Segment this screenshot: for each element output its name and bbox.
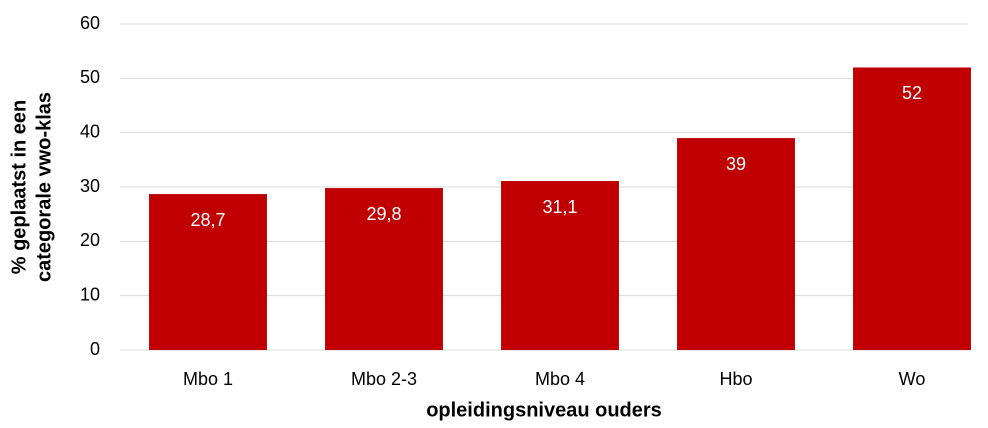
y-tick-label: 50: [80, 67, 100, 87]
x-tick-label: Mbo 1: [183, 369, 233, 389]
x-tick-label: Hbo: [719, 369, 752, 389]
x-tick-label: Wo: [899, 369, 926, 389]
y-tick-label: 0: [90, 339, 100, 359]
x-tick-label: Mbo 2-3: [351, 369, 417, 389]
y-tick-label: 60: [80, 13, 100, 33]
y-tick-label: 40: [80, 121, 100, 141]
value-label: 29,8: [366, 204, 401, 224]
x-axis-title: opleidingsniveau ouders: [426, 399, 662, 421]
value-label: 28,7: [190, 210, 225, 230]
y-axis-title: % geplaatst in een: [8, 100, 30, 275]
y-axis-title: categorale vwo-klas: [33, 92, 55, 282]
value-label: 31,1: [542, 197, 577, 217]
bar: [677, 138, 795, 350]
bar: [149, 194, 267, 350]
y-tick-label: 20: [80, 230, 100, 250]
bar: [501, 181, 619, 350]
value-label: 52: [902, 83, 922, 103]
value-label: 39: [726, 154, 746, 174]
bar: [853, 67, 971, 350]
x-tick-label: Mbo 4: [535, 369, 585, 389]
bar: [325, 188, 443, 350]
y-tick-label: 30: [80, 176, 100, 196]
y-tick-label: 10: [80, 284, 100, 304]
